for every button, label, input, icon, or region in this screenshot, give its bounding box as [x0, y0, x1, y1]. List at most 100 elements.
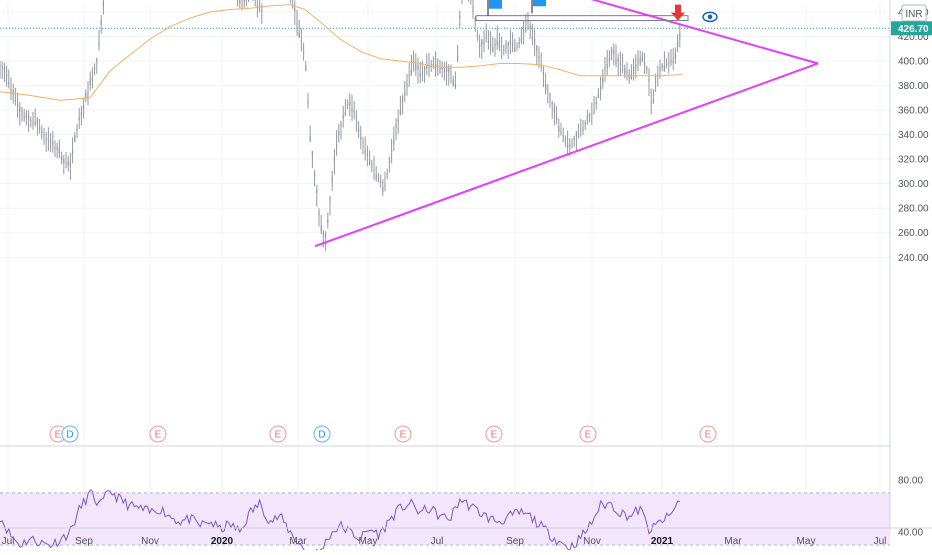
candle-body — [37, 119, 38, 124]
event-label: E — [275, 430, 282, 441]
event-label: E — [585, 430, 592, 441]
candle-body — [79, 118, 80, 120]
candle-body — [103, 1, 104, 7]
candle-body — [70, 161, 71, 166]
candle-body — [50, 140, 51, 142]
candle-body — [96, 59, 97, 61]
time-tick-label: May — [359, 536, 378, 547]
candle-body — [591, 113, 592, 114]
candle-body — [30, 120, 31, 121]
price-tick-label: 340.00 — [898, 130, 929, 141]
candle-body — [52, 142, 53, 145]
price-tick-label: 240.00 — [898, 253, 929, 264]
candle-body — [596, 102, 597, 104]
candle-body — [567, 143, 568, 148]
candle-body — [497, 40, 498, 45]
candle-body — [442, 68, 443, 70]
candle-body — [318, 212, 319, 216]
currency-label: INR — [905, 9, 922, 20]
candle-body — [501, 46, 502, 47]
candle-body — [360, 137, 361, 139]
event-label: D — [318, 430, 325, 441]
candle-body — [391, 151, 392, 152]
candle-body — [637, 58, 638, 63]
candle-body — [633, 67, 634, 71]
candle-body — [556, 117, 557, 120]
price-tick-label: 360.00 — [898, 106, 929, 117]
candle-body — [0, 65, 1, 68]
candle-body — [347, 104, 348, 105]
event-label: E — [491, 430, 498, 441]
candle-body — [523, 30, 524, 32]
time-tick-label: Nov — [583, 536, 601, 547]
candle-body — [411, 69, 412, 75]
candle-body — [574, 138, 575, 140]
candle-body — [558, 126, 559, 131]
candle-body — [296, 23, 297, 24]
candle-body — [534, 39, 535, 44]
price-tick-label: 260.00 — [898, 228, 929, 239]
candle-body — [503, 49, 504, 51]
candle-body — [417, 65, 418, 69]
candle-body — [457, 56, 458, 59]
time-tick-label: Jul — [2, 536, 15, 547]
candle-body — [301, 40, 302, 41]
candle-body — [365, 151, 366, 153]
candle-body — [83, 105, 84, 110]
candle-body — [538, 56, 539, 58]
time-tick-label: Jul — [874, 536, 887, 547]
candle-body — [651, 102, 652, 103]
rsi-panel — [0, 490, 890, 550]
eye-pupil — [708, 15, 713, 20]
candle-body — [90, 79, 91, 85]
candle-body — [519, 42, 520, 44]
candle-body — [21, 110, 22, 114]
candle-body — [640, 59, 641, 65]
candle-body — [618, 59, 619, 61]
candle-body — [477, 34, 478, 35]
candle-body — [354, 111, 355, 112]
candle-body — [13, 90, 14, 95]
candle-body — [624, 68, 625, 74]
price-tick-label: 300.00 — [898, 179, 929, 190]
candle-body — [459, 16, 460, 18]
candle-body — [653, 99, 654, 101]
candle-body — [367, 154, 368, 156]
candle-body — [39, 128, 40, 129]
event-label: E — [400, 430, 407, 441]
candle-body — [101, 20, 102, 25]
candle-body — [59, 149, 60, 153]
time-tick-label: May — [797, 536, 816, 547]
candle-body — [448, 67, 449, 73]
candle-body — [63, 159, 64, 162]
candle-body — [622, 65, 623, 66]
price-tick-label: 380.00 — [898, 81, 929, 92]
time-tick-label: Sep — [75, 536, 93, 547]
candle-body — [659, 67, 660, 71]
candle-body — [35, 122, 36, 124]
flag-icon — [533, 0, 546, 6]
candle-body — [499, 42, 500, 48]
candle-body — [576, 132, 577, 137]
candle-body — [316, 189, 317, 193]
flag-icon — [489, 0, 502, 9]
time-tick-label: Nov — [141, 536, 159, 547]
candle-body — [565, 139, 566, 140]
candle-body — [61, 156, 62, 160]
candle-body — [578, 133, 579, 134]
price-tick-label: 400.00 — [898, 57, 929, 68]
candle-body — [332, 177, 333, 181]
candle-body — [402, 97, 403, 102]
candle-body — [629, 75, 630, 79]
candle-body — [424, 68, 425, 70]
candle-body — [356, 120, 357, 121]
event-label: E — [705, 430, 712, 441]
candle-body — [28, 115, 29, 120]
candle-body — [76, 128, 77, 131]
candle-body — [609, 58, 610, 61]
candle-body — [409, 75, 410, 76]
candle-body — [362, 143, 363, 144]
candle-body — [303, 52, 304, 53]
candle-body — [349, 101, 350, 105]
